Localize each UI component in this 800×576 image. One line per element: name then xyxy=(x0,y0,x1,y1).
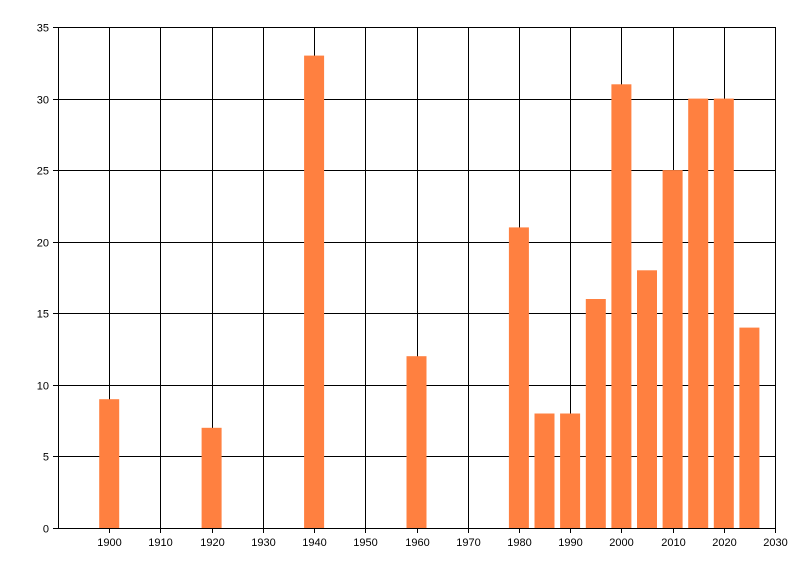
bar-1920 xyxy=(201,427,222,528)
y-tick-label: 20 xyxy=(37,238,49,250)
y-tick-label: 10 xyxy=(37,381,49,393)
x-tick-label: 1940 xyxy=(302,537,326,549)
y-tick-label: 25 xyxy=(37,166,49,178)
y-tick-label: 35 xyxy=(37,23,49,35)
x-tick-label: 1930 xyxy=(251,537,275,549)
tick-labels: 0 5 10 15 20 25 30 35 1900 1910 1920 1930 1940 1950 19… xyxy=(37,23,788,550)
bar-1900 xyxy=(99,399,120,528)
y-tick-label: 5 xyxy=(43,452,49,464)
y-tick-label: 15 xyxy=(37,309,49,321)
x-tick-label: 1990 xyxy=(558,537,582,549)
bar-2020 xyxy=(713,98,734,528)
axes xyxy=(53,27,776,533)
x-tick-label: 1980 xyxy=(507,537,531,549)
y-tick-label: 30 xyxy=(37,95,49,107)
bar-2000 xyxy=(611,84,632,529)
x-tick-label: 2000 xyxy=(609,537,633,549)
bar-1980 xyxy=(508,227,529,528)
bar-1940 xyxy=(304,55,325,528)
bar-1990 xyxy=(560,413,581,528)
bar-2015 xyxy=(688,98,709,528)
x-tick-label: 1960 xyxy=(405,537,429,549)
x-tick-label: 1910 xyxy=(148,537,172,549)
y-tick-label: 0 xyxy=(43,524,49,536)
x-tick-label: 2030 xyxy=(763,537,787,549)
bars xyxy=(99,55,760,529)
bar-2005 xyxy=(637,270,657,528)
bar-2010 xyxy=(662,170,683,528)
bar-1995 xyxy=(585,299,606,528)
x-tick-label: 1920 xyxy=(200,537,224,549)
bar-1960 xyxy=(406,356,427,528)
bar-2025 xyxy=(739,327,760,528)
x-tick-label: 1950 xyxy=(353,537,377,549)
x-tick-label: 1970 xyxy=(456,537,480,549)
bar-1985 xyxy=(534,413,555,528)
x-tick-label: 2010 xyxy=(661,537,685,549)
x-tick-label: 1900 xyxy=(97,537,121,549)
x-tick-label: 2020 xyxy=(712,537,736,549)
